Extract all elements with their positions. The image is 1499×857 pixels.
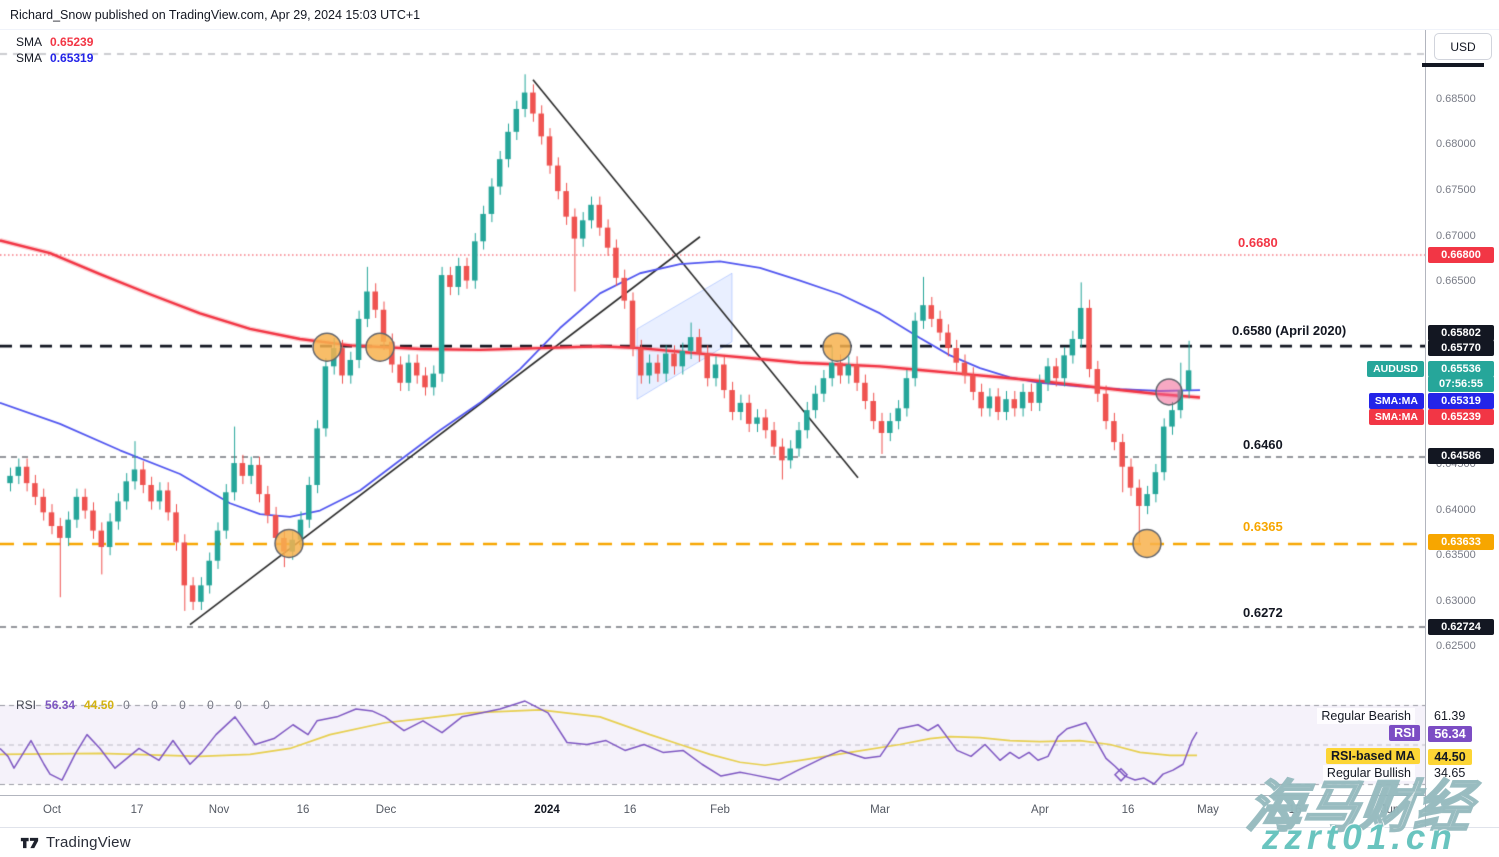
rsi-ma-badge-value: 44.50 (1428, 749, 1472, 765)
price-axis-badge: 0.63633 (1428, 534, 1494, 550)
price-chart-canvas[interactable] (0, 30, 1425, 795)
price-axis-badge: 0.65802 (1428, 325, 1494, 341)
price-axis-badge: 0.62724 (1428, 619, 1494, 635)
rsi-legend-value: 56.34 (45, 698, 76, 712)
price-axis-badge: 0.65239 (1428, 409, 1494, 425)
sma-legend-row-fast[interactable]: SMA 0.65239 (16, 34, 93, 50)
rsi-legend-label: RSI (16, 698, 37, 712)
time-axis-label: Mar (870, 804, 890, 816)
price-axis-tick: 0.66500 (1436, 275, 1476, 288)
price-level-label: 0.6680 (1238, 235, 1278, 250)
price-axis-tick: 0.64000 (1436, 503, 1476, 516)
price-axis-tick: 0.63500 (1436, 549, 1476, 562)
regular-bearish-row: Regular Bearish (1317, 708, 1415, 724)
series-name-badge: SMA:MA (1368, 393, 1424, 409)
time-axis-label: Nov (208, 804, 230, 816)
publish-title-bar: Richard_Snow published on TradingView.co… (0, 0, 1499, 30)
price-axis-badge: 07:56:55 (1428, 376, 1494, 392)
indicator-legend: SMA 0.65239 SMA 0.65319 (16, 34, 93, 66)
time-axis-label: May (1197, 804, 1219, 816)
price-level-label: 0.6460 (1243, 437, 1283, 452)
price-axis-badge: 0.65770 (1428, 340, 1494, 356)
time-axis-label: Oct (43, 804, 61, 816)
price-level-label: 0.6580 (April 2020) (1232, 323, 1347, 338)
regular-bearish-label: Regular Bearish (1317, 708, 1415, 724)
regular-bullish-row: Regular Bullish (1322, 765, 1415, 781)
price-axis-badge: 0.66800 (1428, 247, 1494, 263)
regular-bullish-value: 34.65 (1434, 766, 1466, 780)
price-axis-badge: 0.65319 (1428, 393, 1494, 409)
price-axis-tick: 0.63000 (1436, 594, 1476, 607)
series-name-badge: AUDUSD (1367, 361, 1424, 377)
time-axis-label: Dec (375, 804, 397, 816)
rsi-divergence-counts: 0 0 0 0 0 0 (123, 698, 279, 712)
tradingview-logo-text: TradingView (46, 834, 131, 851)
rsi-badge-label: RSI (1389, 725, 1420, 741)
currency-toggle-button[interactable]: USD (1434, 33, 1492, 60)
price-axis-tick: 0.67000 (1436, 229, 1476, 242)
time-axis-label: 16 (623, 804, 637, 816)
clamped-level-badge (1422, 63, 1484, 67)
price-axis-tick: 0.68500 (1436, 92, 1476, 105)
tradingview-logo[interactable]: TradingView (20, 834, 131, 851)
tradingview-logo-icon (20, 837, 39, 848)
footer-bar: TradingView (0, 827, 1499, 857)
regular-bullish-label: Regular Bullish (1322, 765, 1415, 781)
time-axis-label: 2024 (534, 804, 560, 816)
rsi-badge-row: RSI (1389, 725, 1420, 741)
price-level-label: 0.6365 (1243, 519, 1283, 534)
publish-title-text: Richard_Snow published on TradingView.co… (10, 7, 421, 22)
time-axis-label: 16 (1121, 804, 1135, 816)
sma-slow-value: 0.65319 (50, 51, 94, 65)
rsi-ma-badge-label: RSI-based MA (1325, 748, 1420, 764)
rsi-ma-legend-value: 44.50 (84, 698, 115, 712)
time-axis-label: 16 (296, 804, 310, 816)
rsi-legend[interactable]: RSI 56.34 44.50 0 0 0 0 0 0 (16, 698, 279, 712)
price-axis-badge: 0.65536 (1428, 361, 1494, 377)
price-axis-tick: 0.68000 (1436, 138, 1476, 151)
sma-fast-value: 0.65239 (50, 35, 94, 49)
price-axis-tick: 0.67500 (1436, 184, 1476, 197)
time-axis[interactable]: Oct 17 Nov 16 Dec 2024 16 Feb Mar Apr 16 May 16 Jun (0, 795, 1425, 827)
price-axis-badge: 0.64586 (1428, 448, 1494, 464)
price-axis-tick: 0.62500 (1436, 640, 1476, 653)
rsi-ma-badge-row: RSI-based MA (1325, 748, 1420, 764)
sma-fast-label: SMA (16, 35, 43, 49)
time-axis-label: Jun (1380, 804, 1400, 816)
time-axis-label: Feb (710, 804, 730, 816)
sma-slow-label: SMA (16, 51, 43, 65)
price-level-label: 0.6272 (1243, 605, 1283, 620)
time-axis-label: 16 (1288, 804, 1302, 816)
time-axis-label: 17 (130, 804, 144, 816)
time-axis-label: Apr (1031, 804, 1049, 816)
sma-legend-row-slow[interactable]: SMA 0.65319 (16, 50, 93, 66)
rsi-badge-value: 56.34 (1428, 726, 1472, 742)
price-axis[interactable]: USD 0.68500 0.68000 0.67500 0.67000 0.66500 0… (1422, 30, 1499, 827)
series-name-badge: SMA:MA (1368, 409, 1424, 425)
regular-bearish-value: 61.39 (1434, 709, 1466, 723)
